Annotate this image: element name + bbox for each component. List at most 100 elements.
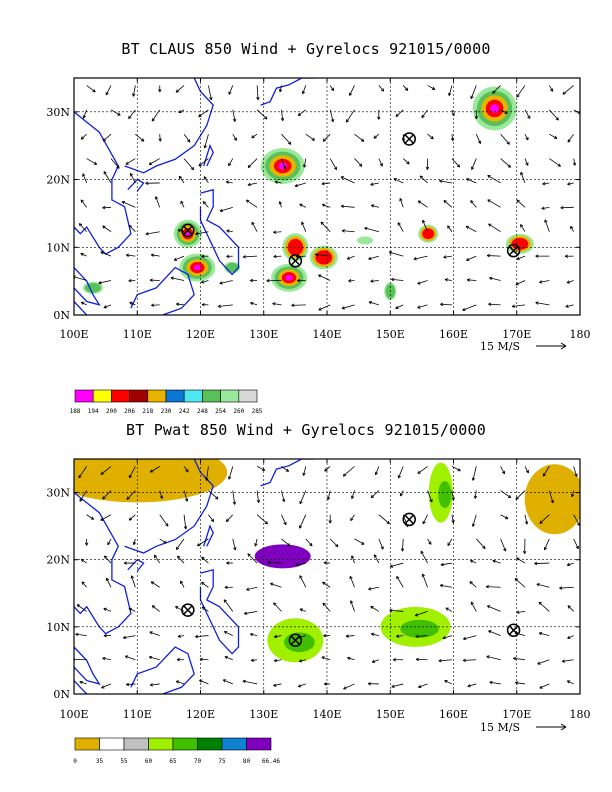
wind-arrow [79,490,87,502]
wind-arrow [223,599,234,612]
shaded-region [173,219,202,248]
wind-arrow [323,561,331,565]
wind-arrow [301,221,307,232]
wind-arrow [425,158,430,170]
wind-arrow [128,466,136,479]
wind-arrow [78,223,87,232]
wind-arrow [145,231,160,236]
wind-arrow [422,514,428,525]
colorbar-label: 194 [88,408,99,415]
wind-arrow [247,553,258,564]
x-tick-label: 160E [439,328,468,341]
chart-title-pwat: BT Pwat 850 Wind + Gyrelocs 921015/0000 [126,421,486,439]
shaded-region [472,86,517,131]
wind-arrow [415,657,428,662]
wind-arrow [535,301,550,306]
wind-arrow [232,538,237,551]
wind-vector-field [74,85,580,312]
coastline [74,606,101,685]
wind-arrow [251,133,258,139]
wind-arrow [373,554,380,564]
wind-arrow [321,203,331,208]
wind-arrow [299,608,306,612]
wind-arrow [466,278,477,282]
wind-arrow [516,85,526,98]
y-tick-label: 0N [53,688,70,701]
wind-arrow [79,680,87,685]
wind-arrow [348,279,355,283]
wind-arrow [223,631,233,636]
reference-vector-label: 15 M/S [480,340,520,353]
wind-arrow [208,490,219,500]
coastline [74,301,88,315]
wind-arrow [391,683,404,688]
wind-arrow [427,490,433,503]
wind-arrow [175,85,185,93]
wind-arrow [470,601,477,612]
wind-arrow [466,255,477,261]
wind-arrow [347,656,355,661]
wind-arrow [389,562,404,568]
wind-arrow [201,280,209,284]
wind-arrow [294,182,306,188]
plot-area [74,459,580,694]
wind-arrow [80,252,87,257]
wind-arrow [548,85,554,92]
wind-arrow [442,635,453,640]
colorbar-label: 70 [194,758,202,765]
shaded-region [260,148,305,185]
wind-arrow [370,605,380,612]
wind-arrow [201,302,209,307]
wind-arrow [281,133,292,145]
wind-arrow [281,466,290,472]
wind-arrow [559,586,574,590]
wind-arrow [273,254,282,259]
wind-arrow [422,219,428,232]
wind-arrow [82,173,88,184]
x-tick-label: 110E [123,328,152,341]
wind-arrow [377,109,381,120]
wind-arrow [254,538,258,547]
y-tick-label: 20N [46,554,70,567]
wind-arrow [102,225,112,233]
y-tick-label: 10N [46,621,70,634]
x-tick-label: 140E [312,328,341,341]
wind-arrow [100,514,112,521]
colorbar-label: 248 [197,408,208,415]
wind-arrow [470,85,477,100]
wind-arrow [542,466,550,477]
wind-arrow [543,538,550,551]
wind-arrow [242,679,258,685]
colorbar-label: 80 [243,758,251,765]
wind-arrow [500,490,512,499]
wind-arrow [487,175,501,184]
wind-arrow [340,204,355,209]
wind-arrow [273,230,282,234]
x-tick-label: 130E [249,708,278,721]
wind-arrow [183,490,189,502]
coastline [74,492,132,635]
coastline [203,524,214,547]
wind-arrow [251,221,258,232]
wind-arrow [256,514,268,525]
wind-arrow [299,203,306,208]
wind-arrow [219,206,233,213]
wind-arrow [318,274,331,281]
gyre-location-marker [288,254,303,268]
coastline [74,227,101,306]
wind-arrow [514,578,526,588]
gyre-location-marker [506,623,521,637]
wind-arrow [440,562,452,567]
colorbar-label: 35 [96,758,104,765]
wind-arrow [539,683,550,689]
wind-arrow [256,109,268,120]
wind-arrow [298,659,306,663]
wind-arrow [342,466,355,477]
wind-arrow [180,200,185,208]
wind-arrow [443,255,452,259]
wind-arrow [126,490,136,500]
wind-arrow [219,280,233,285]
wind-arrow [103,171,112,184]
wind-arrow [329,538,339,548]
wind-arrow [148,158,160,166]
